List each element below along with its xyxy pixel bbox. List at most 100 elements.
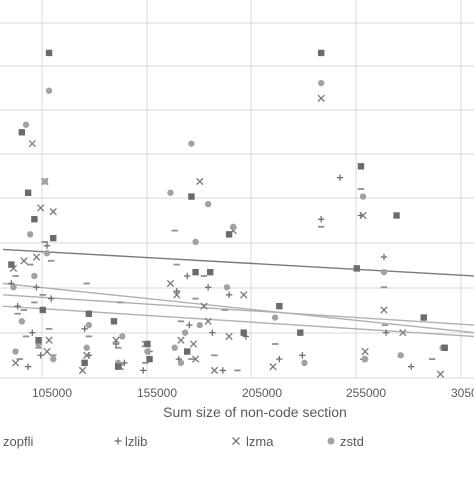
- data-point: [35, 337, 42, 344]
- x-tick-label: 155000: [137, 386, 177, 400]
- data-point: [144, 348, 151, 355]
- data-point: [22, 121, 30, 128]
- data-point: [200, 275, 208, 277]
- legend-marker-lzma: [232, 437, 240, 445]
- data-point: [240, 291, 248, 299]
- data-point: [43, 250, 51, 257]
- data-point: [204, 317, 212, 325]
- data-point: [45, 327, 53, 330]
- data-point-b: [83, 351, 91, 359]
- data-point: [353, 265, 360, 272]
- data-point: [18, 129, 26, 136]
- data-point: [381, 324, 389, 326]
- data-point: [393, 212, 400, 219]
- data-point-b: [45, 336, 53, 344]
- data-point: [167, 189, 174, 196]
- data-point: [210, 366, 219, 375]
- data-point: [110, 318, 118, 325]
- data-point: [37, 204, 45, 212]
- data-point: [219, 367, 226, 374]
- data-point: [142, 361, 149, 364]
- data-point: [20, 309, 28, 311]
- legend-marker-lzlib: [114, 437, 122, 445]
- data-point: [29, 329, 36, 336]
- data-point: [186, 321, 193, 329]
- data-point-b: [399, 328, 407, 337]
- data-point: [20, 257, 28, 265]
- data-point: [380, 253, 388, 261]
- data-point: [184, 348, 191, 355]
- data-point-b: [269, 363, 277, 371]
- data-point: [81, 359, 88, 367]
- data-point: [317, 225, 325, 228]
- data-point-b: [28, 139, 36, 148]
- data-point-b: [20, 257, 28, 265]
- data-point: [33, 284, 40, 291]
- data-point: [192, 297, 199, 300]
- data-point: [196, 321, 203, 329]
- data-point-b: [11, 359, 20, 367]
- data-point: [297, 329, 304, 336]
- data-point: [144, 340, 151, 348]
- data-point: [85, 335, 93, 338]
- trendline: [2, 294, 474, 326]
- trendline-layer: [2, 248, 474, 338]
- data-point: [24, 363, 32, 370]
- data-point: [196, 177, 204, 186]
- data-point: [10, 284, 17, 291]
- data-point: [173, 287, 180, 295]
- data-point-b: [359, 211, 367, 220]
- data-point-b: [9, 264, 18, 273]
- data-point-b: [78, 366, 87, 375]
- data-point: [399, 328, 407, 337]
- legend-marker-lzma-b: [232, 437, 240, 445]
- points-layer: [8, 49, 448, 378]
- x-tick-label: 105000: [32, 386, 72, 400]
- data-point: [269, 363, 277, 371]
- data-point: [31, 272, 38, 280]
- data-point: [428, 358, 436, 360]
- data-point: [171, 344, 178, 351]
- data-point: [225, 332, 233, 341]
- data-point: [41, 241, 49, 243]
- legend-item-lzlib: lzlib: [114, 434, 147, 449]
- data-point: [83, 282, 90, 285]
- data-point: [78, 366, 87, 375]
- data-point: [420, 314, 427, 321]
- data-point-b: [37, 204, 45, 212]
- data-point: [209, 329, 216, 336]
- data-point: [50, 355, 57, 363]
- data-point: [192, 238, 199, 246]
- data-point: [166, 279, 175, 288]
- data-point-b: [166, 279, 175, 288]
- data-point: [27, 263, 34, 266]
- data-point: [359, 211, 367, 220]
- data-point: [45, 87, 53, 94]
- data-point: [380, 286, 388, 289]
- data-point: [22, 335, 30, 338]
- x-tick-label: 205000: [242, 386, 282, 400]
- data-point: [50, 354, 57, 357]
- data-point: [221, 309, 229, 311]
- data-point: [271, 314, 279, 321]
- data-point-b: [380, 306, 388, 314]
- data-point: [49, 208, 57, 216]
- x-tick-label: 305000: [451, 386, 474, 400]
- data-point: [271, 343, 279, 345]
- data-point: [12, 275, 19, 277]
- data-point: [14, 302, 21, 310]
- data-point: [188, 140, 195, 147]
- data-point: [317, 49, 325, 57]
- data-point: [112, 336, 120, 344]
- data-point-b: [173, 291, 181, 299]
- data-point: [188, 193, 195, 200]
- data-point: [317, 216, 325, 223]
- data-point: [83, 351, 91, 359]
- data-point: [31, 216, 38, 223]
- data-point-b: [49, 208, 57, 216]
- data-point: [441, 344, 448, 351]
- data-point-b: [200, 302, 208, 310]
- data-point: [189, 340, 198, 348]
- data-point: [114, 363, 122, 370]
- data-point: [361, 347, 369, 356]
